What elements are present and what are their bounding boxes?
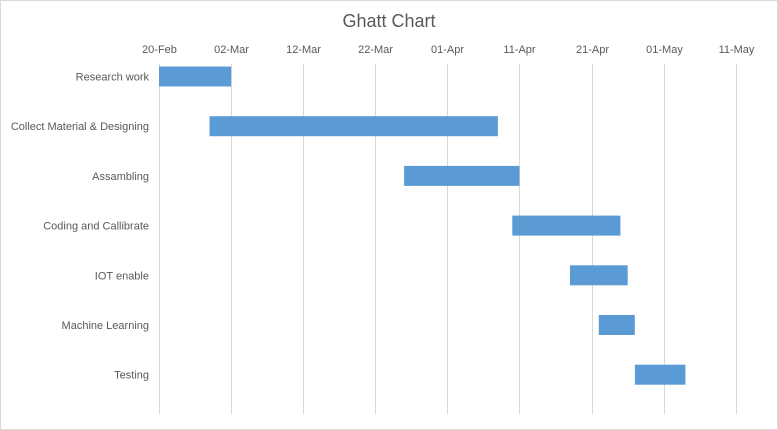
x-tick-label: 01-Apr: [431, 44, 464, 56]
task-bar: [512, 215, 621, 236]
task-label: Testing: [114, 370, 149, 382]
x-axis-ticks: 20-Feb 02-Mar 12-Mar 22-Mar 01-Apr 11-Apr 21-A…: [142, 44, 755, 56]
x-tick-label: 11-May: [719, 44, 755, 56]
task-bar: [570, 265, 628, 286]
task-label: Coding and Callibrate: [43, 221, 149, 233]
task-label: Machine Learning: [62, 320, 149, 332]
x-tick-label: 01-May: [646, 44, 683, 56]
task-label: Research work: [76, 72, 150, 84]
x-tick-label: 12-Mar: [286, 44, 321, 56]
task-bar: [404, 165, 520, 186]
task-labels: Research work Collect Material & Designin…: [11, 72, 150, 382]
x-tick-label: 22-Mar: [358, 44, 393, 56]
x-tick-label: 02-Mar: [214, 44, 249, 56]
task-label: Assambling: [92, 171, 149, 183]
task-bar: [598, 315, 635, 335]
x-tick-label: 20-Feb: [142, 44, 177, 56]
x-tick-label: 21-Apr: [576, 44, 609, 56]
chart-title: Ghatt Chart: [342, 11, 436, 31]
task-label: IOT enable: [95, 270, 149, 282]
gridlines: [159, 64, 737, 414]
task-bar: [634, 364, 686, 385]
task-bars: [159, 66, 686, 385]
task-bar: [209, 116, 498, 137]
task-bar: [159, 66, 232, 87]
task-label: Collect Material & Designing: [11, 121, 149, 133]
x-tick-label: 11-Apr: [503, 44, 536, 56]
